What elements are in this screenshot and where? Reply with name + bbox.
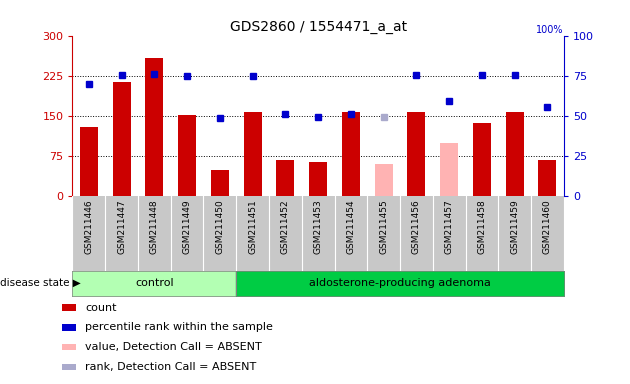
Text: 100%: 100% [536, 25, 564, 35]
Text: GSM211453: GSM211453 [314, 200, 323, 254]
Text: GSM211451: GSM211451 [248, 200, 257, 254]
Bar [473, 122, 491, 196]
Bar [113, 82, 130, 196]
Text: GSM211457: GSM211457 [445, 200, 454, 254]
Text: GSM211455: GSM211455 [379, 200, 388, 254]
Text: control: control [135, 278, 174, 288]
Text: GSM211447: GSM211447 [117, 200, 126, 254]
Bar [211, 170, 229, 196]
Bar [342, 113, 360, 196]
Text: GSM211459: GSM211459 [510, 200, 519, 254]
Text: GSM211452: GSM211452 [281, 200, 290, 254]
Bar [440, 143, 458, 196]
Text: percentile rank within the sample: percentile rank within the sample [85, 322, 273, 332]
Bar [375, 164, 392, 196]
Bar [178, 114, 196, 196]
Text: aldosterone-producing adenoma: aldosterone-producing adenoma [309, 278, 491, 288]
Text: GSM211456: GSM211456 [412, 200, 421, 254]
Bar [277, 160, 294, 196]
Bar [506, 112, 524, 196]
Text: rank, Detection Call = ABSENT: rank, Detection Call = ABSENT [85, 362, 256, 372]
Bar [146, 58, 163, 196]
Bar [539, 160, 556, 196]
Bar [309, 162, 327, 196]
Bar [62, 344, 76, 351]
Text: disease state ▶: disease state ▶ [0, 278, 81, 288]
Bar [62, 364, 76, 370]
Text: value, Detection Call = ABSENT: value, Detection Call = ABSENT [85, 342, 262, 352]
Text: GSM211448: GSM211448 [150, 200, 159, 254]
Text: GSM211446: GSM211446 [84, 200, 93, 254]
Text: GSM211458: GSM211458 [478, 200, 486, 254]
Bar [80, 127, 98, 196]
Bar [62, 324, 76, 331]
Text: GSM211450: GSM211450 [215, 200, 224, 254]
Text: GSM211449: GSM211449 [183, 200, 192, 254]
Bar [62, 304, 76, 311]
Text: GSM211460: GSM211460 [543, 200, 552, 254]
Text: count: count [85, 303, 117, 313]
Text: GSM211454: GSM211454 [346, 200, 355, 254]
Title: GDS2860 / 1554471_a_at: GDS2860 / 1554471_a_at [229, 20, 407, 34]
Bar [408, 112, 425, 196]
Bar [244, 113, 261, 196]
